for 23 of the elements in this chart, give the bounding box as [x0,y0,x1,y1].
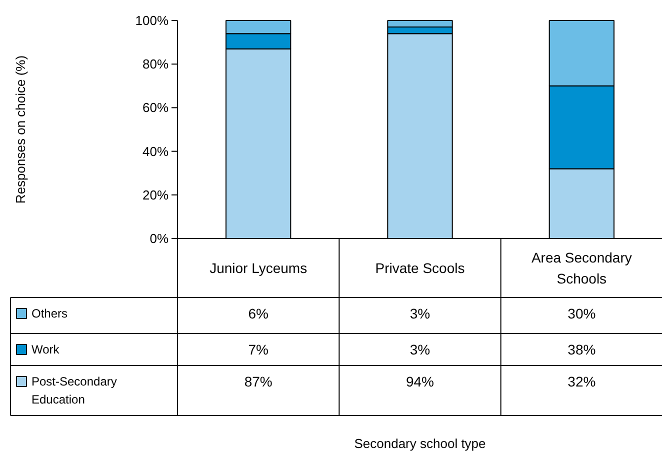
x-tick-label: Area Secondary Schools [531,250,632,286]
y-tick-label: 80% [142,56,169,72]
y-tick-label: 20% [142,187,169,202]
data-label: 38% [568,342,596,358]
data-label: 3% [410,342,430,358]
legend-label: Work [32,342,60,356]
y-tick-label: 100% [135,13,169,28]
data-label: 87% [244,374,272,390]
x-tick-label: Junior Lyceums [210,260,308,276]
legend-label: Others [32,306,68,320]
data-label: 7% [248,342,268,358]
x-tick-label: Private Scools [375,260,465,276]
y-tick-label: 0% [150,231,169,246]
y-tick-label: 60% [142,100,169,116]
legend-label: Post-Secondary Education [32,374,117,407]
data-label: 3% [410,306,430,322]
text: Secondary school type [354,436,486,451]
data-label: 6% [248,306,268,322]
y-tick-label: 40% [142,144,169,159]
data-label: 94% [406,374,434,390]
data-label: 32% [568,374,596,390]
text: Responses on choice (%) [13,55,28,204]
data-label: 30% [568,306,596,322]
